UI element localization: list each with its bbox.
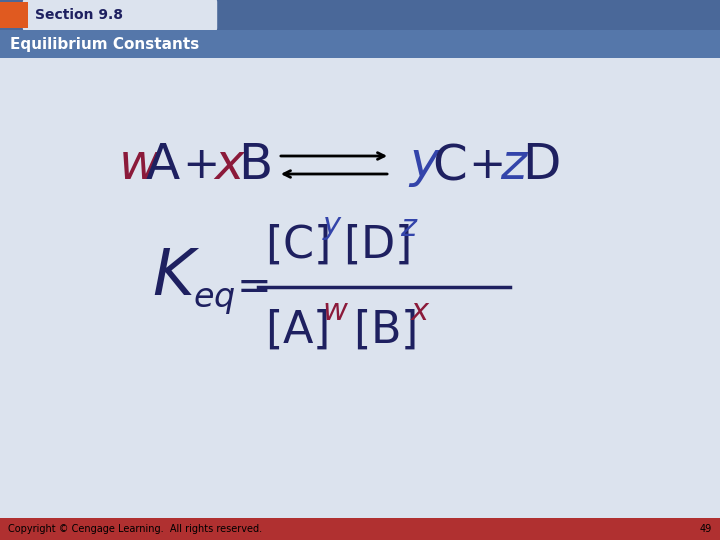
- Text: $\mathit{z}$: $\mathit{z}$: [500, 141, 529, 189]
- Text: Equilibrium Constants: Equilibrium Constants: [10, 37, 199, 51]
- Text: Copyright © Cengage Learning.  All rights reserved.: Copyright © Cengage Learning. All rights…: [8, 524, 262, 534]
- Text: $\mathit{w}$: $\mathit{w}$: [118, 141, 161, 189]
- Text: 49: 49: [700, 524, 712, 534]
- Text: $\mathrm{[A]}$: $\mathrm{[A]}$: [265, 308, 328, 352]
- Text: Section 9.8: Section 9.8: [35, 8, 123, 22]
- Text: $\mathrm{[C]}$: $\mathrm{[C]}$: [265, 223, 329, 267]
- Text: $=$: $=$: [228, 264, 269, 306]
- Text: $\mathit{eq}$: $\mathit{eq}$: [193, 284, 235, 316]
- Text: $\mathit{x}$: $\mathit{x}$: [213, 141, 246, 189]
- Text: $\mathit{K}$: $\mathit{K}$: [152, 246, 200, 308]
- Text: $\mathit{w}$: $\mathit{w}$: [322, 298, 349, 327]
- Text: $\mathrm{A}$: $\mathrm{A}$: [145, 141, 181, 189]
- Text: $\mathit{y}$: $\mathit{y}$: [322, 213, 343, 241]
- Text: $\mathit{y}$: $\mathit{y}$: [408, 141, 441, 189]
- Text: $+$: $+$: [182, 144, 217, 186]
- Text: $\mathrm{D}$: $\mathrm{D}$: [522, 141, 559, 189]
- Text: $\mathit{z}$: $\mathit{z}$: [400, 213, 418, 241]
- Text: $+$: $+$: [468, 144, 503, 186]
- Text: $\mathrm{C}$: $\mathrm{C}$: [432, 141, 466, 189]
- Text: $\mathrm{[D]}$: $\mathrm{[D]}$: [343, 223, 410, 267]
- Text: $\mathrm{[B]}$: $\mathrm{[B]}$: [353, 308, 416, 352]
- Text: $\mathit{x}$: $\mathit{x}$: [410, 298, 431, 327]
- Text: $\mathrm{B}$: $\mathrm{B}$: [238, 141, 271, 189]
